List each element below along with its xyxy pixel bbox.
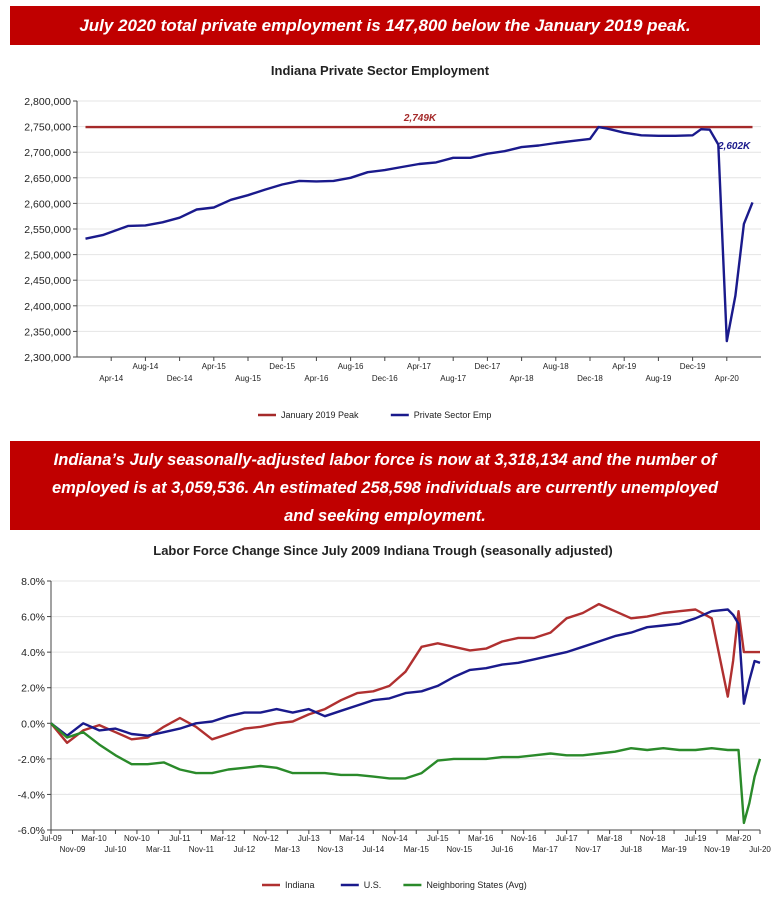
x-tick-label: Mar-20: [726, 834, 752, 843]
x-tick-label: Nov-12: [253, 834, 279, 843]
latest-annotation: 2,602K: [717, 141, 751, 152]
y-tick-label: 2.0%: [21, 683, 45, 695]
x-tick-label: Mar-10: [81, 834, 107, 843]
series-line: [50, 722, 762, 825]
x-tick-label: Nov-10: [124, 834, 150, 843]
x-tick-label: Mar-15: [404, 845, 430, 854]
x-tick-label: Aug-19: [646, 374, 672, 383]
legend-label: Neighboring States (Avg): [426, 880, 526, 890]
x-tick-label: Jul-10: [105, 845, 127, 854]
x-tick-label: Jul-20: [749, 845, 771, 854]
x-tick-label: Apr-16: [304, 374, 329, 383]
labor-force-banner-line-3: and seeking employment.: [284, 507, 486, 525]
labor-force-banner-line-1: Indiana’s July seasonally-adjusted labor…: [53, 451, 717, 469]
x-tick-label: Apr-18: [510, 374, 535, 383]
x-tick-label: Nov-17: [575, 845, 601, 854]
x-tick-label: Jul-09: [40, 834, 62, 843]
y-tick-label: -6.0%: [18, 825, 45, 837]
x-tick-label: Nov-13: [317, 845, 343, 854]
y-tick-label: 8.0%: [21, 576, 45, 588]
x-tick-label: Mar-12: [210, 834, 236, 843]
x-tick-label: Jul-16: [491, 845, 513, 854]
x-tick-label: Mar-14: [339, 834, 365, 843]
private-employment-chart: Indiana Private Sector Employment 2,800,0…: [24, 63, 761, 420]
x-tick-label: Apr-14: [99, 374, 124, 383]
x-tick-label: Jul-11: [169, 834, 191, 843]
x-tick-label: Mar-17: [532, 845, 558, 854]
x-tick-label: Jul-12: [233, 845, 255, 854]
x-tick-label: Jul-14: [362, 845, 384, 854]
x-tick-label: Aug-14: [133, 362, 159, 371]
series-line: [85, 125, 754, 343]
y-tick-label: 2,700,000: [24, 147, 71, 159]
y-tick-label: 2,800,000: [24, 96, 71, 108]
x-tick-label: Mar-11: [146, 845, 171, 854]
y-tick-label: 6.0%: [21, 612, 45, 624]
x-tick-label: Nov-09: [60, 845, 86, 854]
legend-label: January 2019 Peak: [281, 410, 359, 420]
y-tick-label: 2,350,000: [24, 326, 71, 338]
x-tick-label: Dec-18: [577, 374, 603, 383]
chart-title: Indiana Private Sector Employment: [271, 63, 490, 78]
x-tick-label: Jul-13: [298, 834, 320, 843]
x-tick-label: Nov-19: [704, 845, 730, 854]
y-tick-label: -2.0%: [18, 754, 45, 766]
x-tick-label: Nov-14: [382, 834, 408, 843]
x-tick-label: Dec-14: [167, 374, 193, 383]
x-tick-label: Nov-16: [511, 834, 537, 843]
x-tick-label: Mar-16: [468, 834, 494, 843]
legend-label: Indiana: [285, 880, 315, 890]
x-tick-label: Apr-20: [715, 374, 740, 383]
labor-force-change-chart: Labor Force Change Since July 2009 India…: [18, 543, 772, 890]
x-tick-label: Apr-17: [407, 362, 432, 371]
x-tick-label: Dec-19: [680, 362, 706, 371]
peak-annotation: 2,749K: [403, 113, 437, 124]
y-tick-label: 2,300,000: [24, 352, 71, 364]
x-tick-label: Nov-18: [640, 834, 666, 843]
y-tick-label: 2,650,000: [24, 173, 71, 185]
x-tick-label: Apr-19: [612, 362, 637, 371]
y-tick-label: 2,450,000: [24, 275, 71, 287]
x-tick-label: Jul-19: [685, 834, 707, 843]
labor-force-banner-line-2: employed is at 3,059,536. An estimated 2…: [51, 479, 719, 497]
y-tick-label: 2,600,000: [24, 198, 71, 210]
y-tick-label: -4.0%: [18, 789, 45, 801]
x-tick-label: Aug-15: [235, 374, 261, 383]
x-tick-label: Dec-17: [475, 362, 501, 371]
chart-title: Labor Force Change Since July 2009 India…: [153, 543, 612, 558]
x-tick-label: Jul-18: [620, 845, 642, 854]
legend-label: Private Sector Emp: [414, 410, 492, 420]
x-tick-label: Dec-16: [372, 374, 398, 383]
x-tick-label: Mar-13: [275, 845, 301, 854]
x-tick-label: Aug-16: [338, 362, 364, 371]
y-tick-label: 0.0%: [21, 718, 45, 730]
labor-force-banner: Indiana’s July seasonally-adjusted labor…: [10, 441, 760, 530]
y-tick-label: 4.0%: [21, 647, 45, 659]
x-tick-label: Aug-18: [543, 362, 569, 371]
y-tick-label: 2,500,000: [24, 250, 71, 262]
x-tick-label: Dec-15: [269, 362, 295, 371]
x-tick-label: Mar-18: [597, 834, 623, 843]
x-tick-label: Nov-15: [446, 845, 472, 854]
x-tick-label: Jul-15: [427, 834, 449, 843]
x-tick-label: Mar-19: [661, 845, 687, 854]
top-headline-banner: July 2020 total private employment is 14…: [10, 6, 760, 45]
y-tick-label: 2,550,000: [24, 224, 71, 236]
y-tick-label: 2,400,000: [24, 301, 71, 313]
x-tick-label: Nov-11: [189, 845, 215, 854]
x-tick-label: Aug-17: [440, 374, 466, 383]
legend-label: U.S.: [364, 880, 382, 890]
x-tick-label: Apr-15: [202, 362, 227, 371]
y-tick-label: 2,750,000: [24, 122, 71, 134]
x-tick-label: Jul-17: [556, 834, 578, 843]
series-line: [50, 608, 761, 737]
series-line: [50, 602, 760, 745]
